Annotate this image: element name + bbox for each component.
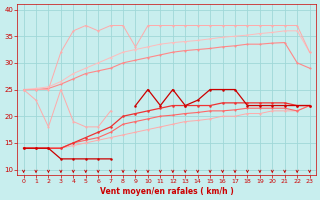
X-axis label: Vent moyen/en rafales ( km/h ): Vent moyen/en rafales ( km/h ): [100, 187, 234, 196]
